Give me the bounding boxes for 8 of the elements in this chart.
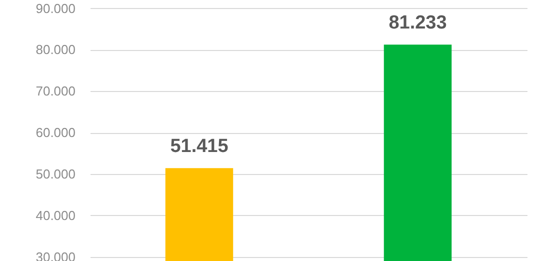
y-tick-label: 60.000 xyxy=(36,125,76,140)
y-tick-label: 40.000 xyxy=(36,208,76,223)
data-label: 81.233 xyxy=(388,12,447,34)
data-label: 51.415 xyxy=(170,136,229,158)
y-tick-label: 80.000 xyxy=(36,42,76,58)
y-tick-label: 70.000 xyxy=(36,84,76,99)
y-tick-label: 50.000 xyxy=(36,166,76,182)
y-tick-label: 90.000 xyxy=(36,0,76,16)
